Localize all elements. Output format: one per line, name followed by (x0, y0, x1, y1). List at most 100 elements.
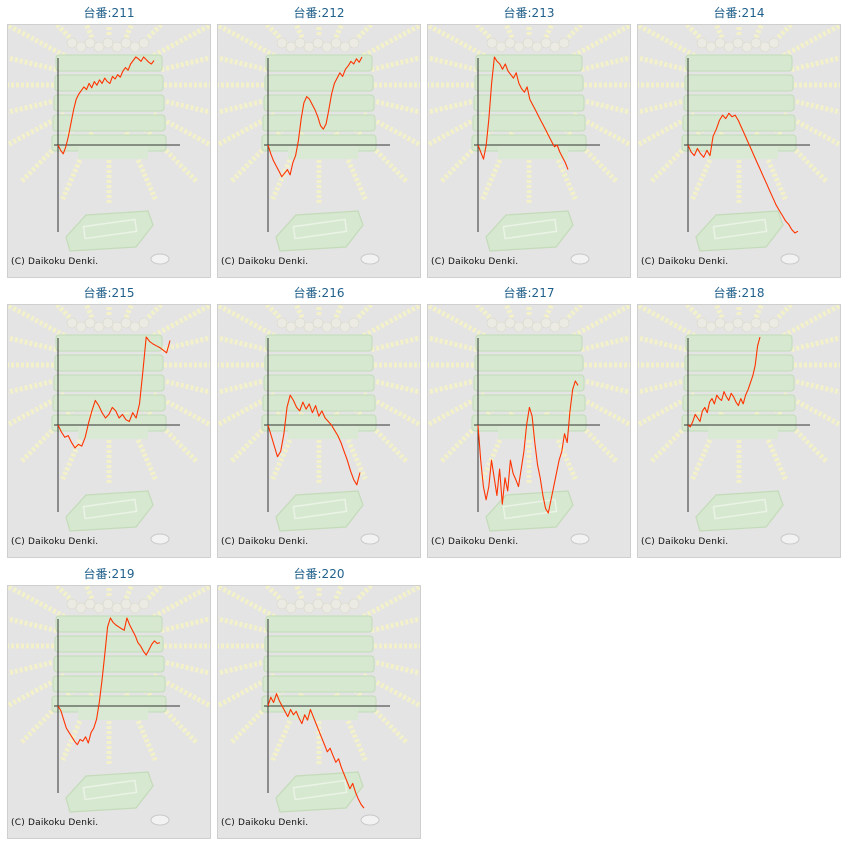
decor-ray (152, 586, 210, 619)
decor-bead (540, 317, 552, 329)
chart-frame: (C) Daikoku Denki. (427, 304, 631, 558)
decor-ray (543, 305, 555, 319)
decor-bead (348, 37, 360, 49)
machine-illustration-background (8, 586, 210, 826)
decor-bead (513, 41, 525, 53)
decor-tray (55, 54, 163, 72)
decor-ray (160, 378, 210, 395)
decor-ray (769, 123, 829, 184)
decor-bead (129, 41, 141, 53)
chart-panel: 台番:216 (C) Daikoku Denki. (217, 284, 421, 560)
decor-ray (370, 335, 420, 352)
decor-bead (93, 602, 105, 614)
decor-bottom-tray-inner (82, 218, 138, 240)
decor-bead (285, 41, 297, 53)
decor-bead (276, 317, 288, 329)
decor-ray (362, 25, 420, 58)
decor-ray (8, 98, 58, 115)
decor-bead (741, 321, 753, 333)
decor-bottom-tray (695, 490, 784, 532)
decor-bead (723, 41, 735, 53)
decor-ray (769, 403, 829, 464)
decor-bead (696, 317, 708, 329)
chart-title[interactable]: 台番:220 (293, 567, 345, 581)
decor-tray (472, 114, 586, 132)
decor-ray (139, 123, 199, 184)
decor-bead (303, 602, 315, 614)
decor-tray (264, 354, 374, 372)
decor-tray (264, 635, 374, 653)
chart-title[interactable]: 台番:215 (83, 286, 135, 300)
decor-bottom-tray (65, 490, 154, 532)
copyright-credit: (C) Daikoku Denki. (221, 818, 309, 828)
decor-ray (152, 25, 210, 58)
decor-ray (293, 305, 305, 319)
copyright-credit: (C) Daikoku Denki. (221, 537, 309, 547)
decor-ray (638, 55, 688, 72)
decor-ray (8, 659, 58, 676)
chart-frame: (C) Daikoku Denki. (217, 304, 421, 558)
decor-ray (229, 684, 289, 745)
decor-ray (349, 123, 409, 184)
series-line (57, 336, 171, 449)
decor-bead (741, 41, 753, 53)
decor-ray (8, 586, 66, 619)
chart-svg (8, 305, 210, 545)
decor-bead (495, 41, 507, 53)
decor-bead (276, 598, 288, 610)
decor-tray (54, 635, 164, 653)
decor-coin (150, 253, 170, 265)
decor-bead (66, 37, 78, 49)
decor-tray (54, 354, 164, 372)
decor-tray (52, 394, 166, 412)
series-line (57, 617, 161, 746)
chart-title[interactable]: 台番:211 (83, 6, 135, 20)
chart-title[interactable]: 台番:212 (293, 6, 345, 20)
decor-ray (428, 335, 478, 352)
decor-ray (83, 305, 95, 319)
copyright-credit: (C) Daikoku Denki. (641, 537, 729, 547)
chart-title[interactable]: 台番:218 (713, 286, 765, 300)
chart-panel: 台番:219 (C) Daikoku Denki. (7, 565, 211, 841)
decor-bead (531, 321, 543, 333)
decor-ray (638, 25, 696, 58)
decor-ray (439, 123, 499, 184)
decor-tray (473, 374, 585, 392)
decor-ray (362, 305, 420, 338)
decor-bead (102, 37, 114, 49)
chart-title[interactable]: 台番:219 (83, 567, 135, 581)
decor-ray (229, 123, 289, 184)
series-line (267, 56, 363, 178)
decor-bottom-tray-inner (292, 779, 348, 801)
decor-bead (339, 602, 351, 614)
decor-ray (370, 659, 420, 676)
decor-tray (52, 114, 166, 132)
decor-bead (111, 321, 123, 333)
decor-tray-base (498, 425, 568, 439)
chart-title[interactable]: 台番:217 (503, 286, 555, 300)
series-line (267, 693, 365, 809)
decor-bead (312, 37, 324, 49)
decor-tray-base (288, 145, 358, 159)
chart-frame: (C) Daikoku Denki. (217, 24, 421, 278)
decor-bead (330, 37, 342, 49)
machine-illustration-background (8, 305, 210, 545)
decor-ray (753, 305, 765, 319)
decor-bead (732, 317, 744, 329)
decor-ray (580, 335, 630, 352)
copyright-credit: (C) Daikoku Denki. (11, 818, 99, 828)
decor-bead (93, 41, 105, 53)
chart-title[interactable]: 台番:216 (293, 286, 345, 300)
decor-ray (649, 123, 709, 184)
chart-title[interactable]: 台番:214 (713, 6, 765, 20)
decor-ray (333, 25, 345, 39)
chart-svg (218, 25, 420, 265)
decor-bead (714, 317, 726, 329)
chart-panel: 台番:211 (C) Daikoku Denki. (7, 4, 211, 280)
decor-bead (129, 321, 141, 333)
chart-frame: (C) Daikoku Denki. (7, 585, 211, 839)
chart-title[interactable]: 台番:213 (503, 6, 555, 20)
decor-ray (8, 378, 58, 395)
decor-tray (263, 655, 375, 673)
decor-tray (265, 54, 373, 72)
